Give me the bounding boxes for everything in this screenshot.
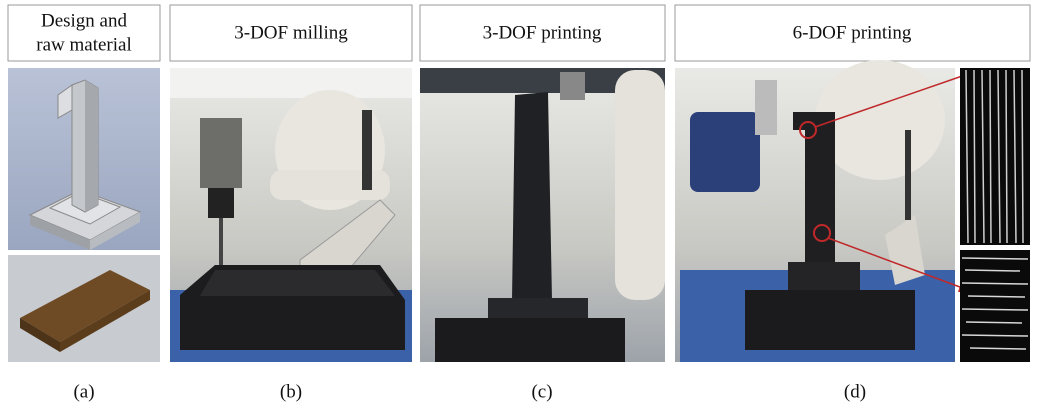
figure: Design and raw material 3-DOF milling 3-… xyxy=(0,0,1037,410)
micrograph-top xyxy=(960,68,1030,245)
panel-caption: (d) xyxy=(844,381,866,402)
photo-6dof-printing xyxy=(675,60,972,362)
panel-title: raw material xyxy=(36,34,131,55)
panel-title: 6-DOF printing xyxy=(793,22,912,43)
micrograph-bottom xyxy=(960,250,1030,362)
panel-caption: (a) xyxy=(73,381,94,402)
photo-3dof-printing xyxy=(420,68,665,362)
photo-milling xyxy=(170,68,412,362)
panel-title: Design and xyxy=(41,10,128,31)
panel-caption: (b) xyxy=(280,381,302,402)
panel-caption: (c) xyxy=(531,381,552,402)
photo-design xyxy=(8,68,160,250)
photo-raw-material xyxy=(8,255,160,362)
panel-title: 3-DOF printing xyxy=(483,22,602,43)
panel-title: 3-DOF milling xyxy=(234,22,348,43)
